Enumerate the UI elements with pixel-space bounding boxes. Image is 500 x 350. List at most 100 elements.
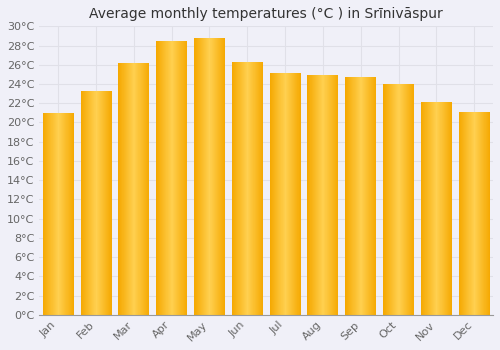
Bar <box>364 77 365 315</box>
Bar <box>295 74 296 315</box>
Bar <box>186 41 187 315</box>
Bar <box>369 77 370 315</box>
Bar <box>54 113 55 315</box>
Bar <box>221 38 222 315</box>
Bar <box>349 77 350 315</box>
Bar <box>100 91 101 315</box>
Bar <box>358 77 359 315</box>
Bar <box>57 113 58 315</box>
Bar <box>51 113 52 315</box>
Bar <box>210 38 211 315</box>
Bar <box>334 75 335 315</box>
Bar <box>482 112 483 315</box>
Bar <box>97 91 98 315</box>
Bar <box>272 74 273 315</box>
Bar <box>350 77 351 315</box>
Bar <box>435 102 436 315</box>
Bar <box>296 74 297 315</box>
Bar <box>95 91 96 315</box>
Bar <box>407 84 408 315</box>
Bar <box>470 112 471 315</box>
Bar <box>147 63 148 315</box>
Bar <box>353 77 354 315</box>
Bar <box>178 41 179 315</box>
Bar <box>207 38 208 315</box>
Bar <box>106 91 107 315</box>
Bar <box>354 77 355 315</box>
Bar <box>474 112 475 315</box>
Bar <box>223 38 224 315</box>
Bar <box>384 84 385 315</box>
Bar <box>204 38 205 315</box>
Bar <box>355 77 356 315</box>
Bar <box>201 38 202 315</box>
Bar <box>285 74 286 315</box>
Bar <box>326 75 327 315</box>
Bar <box>202 38 203 315</box>
Bar <box>284 74 285 315</box>
Bar <box>445 102 446 315</box>
Bar <box>196 38 197 315</box>
Bar <box>142 63 143 315</box>
Bar <box>328 75 329 315</box>
Bar <box>244 62 245 315</box>
Bar <box>403 84 404 315</box>
Bar <box>447 102 448 315</box>
Bar <box>181 41 182 315</box>
Title: Average monthly temperatures (°C ) in Srīnivāspur: Average monthly temperatures (°C ) in Sr… <box>90 7 443 21</box>
Bar <box>370 77 371 315</box>
Bar <box>460 112 461 315</box>
Bar <box>174 41 176 315</box>
Bar <box>168 41 169 315</box>
Bar <box>137 63 138 315</box>
Bar <box>273 74 274 315</box>
Bar <box>245 62 246 315</box>
Bar <box>423 102 424 315</box>
Bar <box>120 63 121 315</box>
Bar <box>389 84 390 315</box>
Bar <box>127 63 128 315</box>
Bar <box>249 62 250 315</box>
Bar <box>123 63 124 315</box>
Bar <box>233 62 234 315</box>
Bar <box>363 77 364 315</box>
Bar <box>216 38 217 315</box>
Bar <box>319 75 320 315</box>
Bar <box>157 41 158 315</box>
Bar <box>222 38 223 315</box>
Bar <box>238 62 239 315</box>
Bar <box>50 113 51 315</box>
Bar <box>237 62 238 315</box>
Bar <box>405 84 406 315</box>
Bar <box>149 63 150 315</box>
Bar <box>242 62 243 315</box>
Bar <box>220 38 221 315</box>
Bar <box>55 113 56 315</box>
Bar <box>312 75 313 315</box>
Bar <box>44 113 45 315</box>
Bar <box>365 77 366 315</box>
Bar <box>124 63 125 315</box>
Bar <box>246 62 247 315</box>
Bar <box>359 77 360 315</box>
Bar <box>91 91 92 315</box>
Bar <box>448 102 450 315</box>
Bar <box>161 41 162 315</box>
Bar <box>352 77 353 315</box>
Bar <box>468 112 469 315</box>
Bar <box>451 102 452 315</box>
Bar <box>308 75 309 315</box>
Bar <box>133 63 134 315</box>
Bar <box>198 38 199 315</box>
Bar <box>128 63 129 315</box>
Bar <box>92 91 93 315</box>
Bar <box>443 102 444 315</box>
Bar <box>437 102 438 315</box>
Bar <box>179 41 180 315</box>
Bar <box>362 77 363 315</box>
Bar <box>287 74 288 315</box>
Bar <box>433 102 434 315</box>
Bar <box>330 75 331 315</box>
Bar <box>317 75 318 315</box>
Bar <box>195 38 196 315</box>
